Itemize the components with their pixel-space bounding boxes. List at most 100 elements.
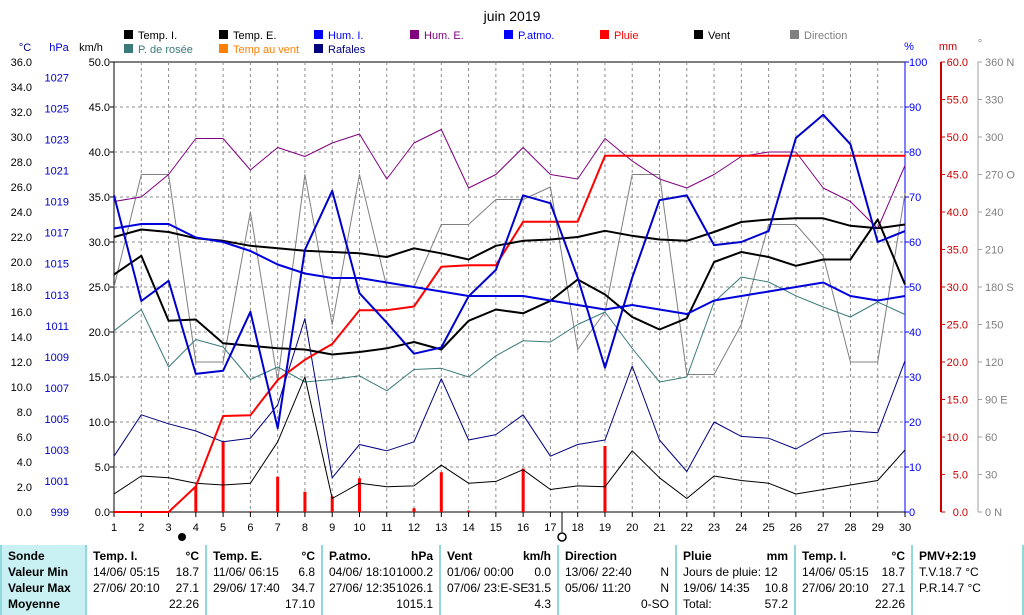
footer-cell-value: 22.26 [168, 597, 199, 611]
footer-cell-value: N [660, 581, 669, 595]
footer-cell-value: 17.10 [284, 597, 315, 611]
footer-cell-row: 27/06/ 20:10 27.1 [796, 580, 911, 596]
footer-pmv-value: T.V.18.7 °C [919, 565, 979, 579]
footer-cell-row: 4.3 [441, 596, 557, 612]
tick-label-degree: 210 [985, 245, 1003, 257]
tick-label-mm: 0.0 [953, 507, 968, 519]
chart-title: juin 2019 [483, 8, 541, 24]
tick-label-degree: 150 [985, 320, 1003, 332]
tick-label-day: 2 [138, 522, 144, 534]
tick-label-percent: 100 [909, 57, 927, 69]
legend-swatch [314, 30, 323, 39]
tick-label-percent: 80 [909, 147, 921, 159]
tick-label-mm: 30.0 [947, 282, 968, 294]
daily-rain-bar [330, 496, 334, 512]
tick-label-kmh: 10.0 [89, 417, 110, 429]
footer-cell-title: Pluie [683, 549, 712, 563]
plot-area [113, 61, 906, 513]
tick-label-degree: 90 E [985, 395, 1008, 407]
axis-unit-hpa: hPa [49, 42, 69, 54]
tick-label-day: 4 [193, 522, 199, 534]
legend-entry: Hum. I. [328, 30, 363, 42]
tick-label-celsius: 20.0 [11, 257, 32, 269]
tick-label-kmh: 35.0 [89, 192, 110, 204]
legend-entry: Temp. I. [138, 30, 177, 42]
footer-cell-row: 14/06/ 05:15 18.7 [87, 564, 205, 580]
tick-label-percent: 40 [909, 327, 921, 339]
footer-cell-header: Vent km/h [441, 548, 557, 564]
daily-rain-bar [357, 478, 361, 512]
tick-label-percent: 90 [909, 102, 921, 114]
legend-swatch [124, 30, 133, 39]
legend-swatch [219, 44, 228, 53]
legend-swatch [124, 44, 133, 53]
tick-label-hpa: 1017 [45, 228, 69, 240]
footer-cell-header: Temp. E. °C [207, 548, 321, 564]
footer-cell-row: 04/06/ 18:10 1000.2 [323, 564, 439, 580]
summary-footer: Sonde Valeur Min Valeur Max Moyenne Temp… [0, 545, 1024, 615]
tick-label-day: 26 [790, 522, 802, 534]
tick-label-kmh: 50.0 [89, 57, 110, 69]
footer-cell-row: 13/06/ 22:40 N [559, 564, 675, 580]
tick-label-mm: 25.0 [947, 320, 968, 332]
legend-entry: Vent [708, 30, 730, 42]
footer-patm: P.atmo. hPa 04/06/ 18:10 1000.2 27/06/ 12:35… [323, 545, 439, 615]
tick-label-celsius: 8.0 [17, 407, 32, 419]
footer-vent: Vent km/h 01/06/ 00:00 0.0 07/06/ 23:E-SE 31.… [441, 545, 557, 615]
footer-cell-label: 05/06/ 11:20 [565, 581, 631, 595]
tick-label-day: 5 [220, 522, 226, 534]
tick-label-day: 1 [111, 522, 117, 534]
footer-temp-e: Temp. E. °C 11/06/ 06:15 6.8 29/06/ 17:40 34.… [207, 545, 321, 615]
footer-cell-unit: °C [185, 549, 199, 563]
legend-entry: P. de rosée [138, 44, 193, 56]
footer-cell-title: Temp. I. [802, 549, 847, 563]
legend-swatch [410, 30, 419, 39]
footer-cell-title: Temp. I. [93, 549, 138, 563]
series-temp-int [113, 217, 906, 261]
series-temp-ext [113, 218, 906, 356]
series-humidity-ext [113, 129, 906, 229]
tick-label-celsius: 30.0 [11, 132, 32, 144]
footer-cell-value: 18.7 [175, 565, 199, 579]
tick-label-celsius: 34.0 [11, 82, 32, 94]
tick-label-kmh: 40.0 [89, 147, 110, 159]
legend-swatch [504, 30, 513, 39]
daily-rain-bar [303, 491, 307, 512]
footer-cell-label: 11/06/ 06:15 [213, 565, 279, 579]
footer-cell-value: 27.1 [881, 581, 905, 595]
footer-cell-label: 29/06/ 17:40 [213, 581, 280, 595]
footer-temp-i: Temp. I. °C 14/06/ 05:15 18.7 27/06/ 20:10 27… [87, 545, 205, 615]
tick-label-day: 22 [681, 522, 693, 534]
tick-label-day: 21 [653, 522, 665, 534]
footer-cell-label: Total: [683, 597, 712, 611]
tick-label-kmh: 0.0 [95, 507, 110, 519]
tick-label-mm: 15.0 [947, 395, 968, 407]
daily-rain-bar [276, 476, 280, 512]
footer-cell-title: Temp. E. [213, 549, 263, 563]
tick-label-mm: 5.0 [953, 470, 968, 482]
tick-label-degree: 300 [985, 132, 1003, 144]
tick-label-percent: 0 [909, 507, 915, 519]
tick-label-celsius: 16.0 [11, 307, 32, 319]
legend-swatch [694, 30, 703, 39]
legend-entry: P.atmo. [518, 30, 555, 42]
tick-label-celsius: 24.0 [11, 207, 32, 219]
footer-cell-row: 22.26 [87, 596, 205, 612]
footer-cell-value: 0.0 [534, 565, 551, 579]
tick-label-hpa: 1005 [45, 414, 69, 426]
footer-cell-row: 07/06/ 23:E-SE 31.5 [441, 580, 557, 596]
axis-unit-degree: ° [978, 38, 982, 50]
legend-entry: Temp. E. [233, 30, 276, 42]
footer-cell-value: 6.8 [298, 565, 315, 579]
tick-label-celsius: 4.0 [17, 457, 32, 469]
new-moon-icon [178, 533, 186, 541]
series-wind [113, 376, 906, 499]
legend-entry: Temp au vent [233, 44, 299, 56]
legend-swatch [314, 44, 323, 53]
footer-cell-label: 27/06/ 20:10 [93, 581, 160, 595]
footer-cell-label: 19/06/ 14:35 [683, 581, 750, 595]
tick-label-day: 12 [408, 522, 420, 534]
tick-label-hpa: 1009 [45, 352, 69, 364]
footer-cell-row: 27/06/ 12:35 1026.1 [323, 580, 439, 596]
tick-label-kmh: 30.0 [89, 237, 110, 249]
